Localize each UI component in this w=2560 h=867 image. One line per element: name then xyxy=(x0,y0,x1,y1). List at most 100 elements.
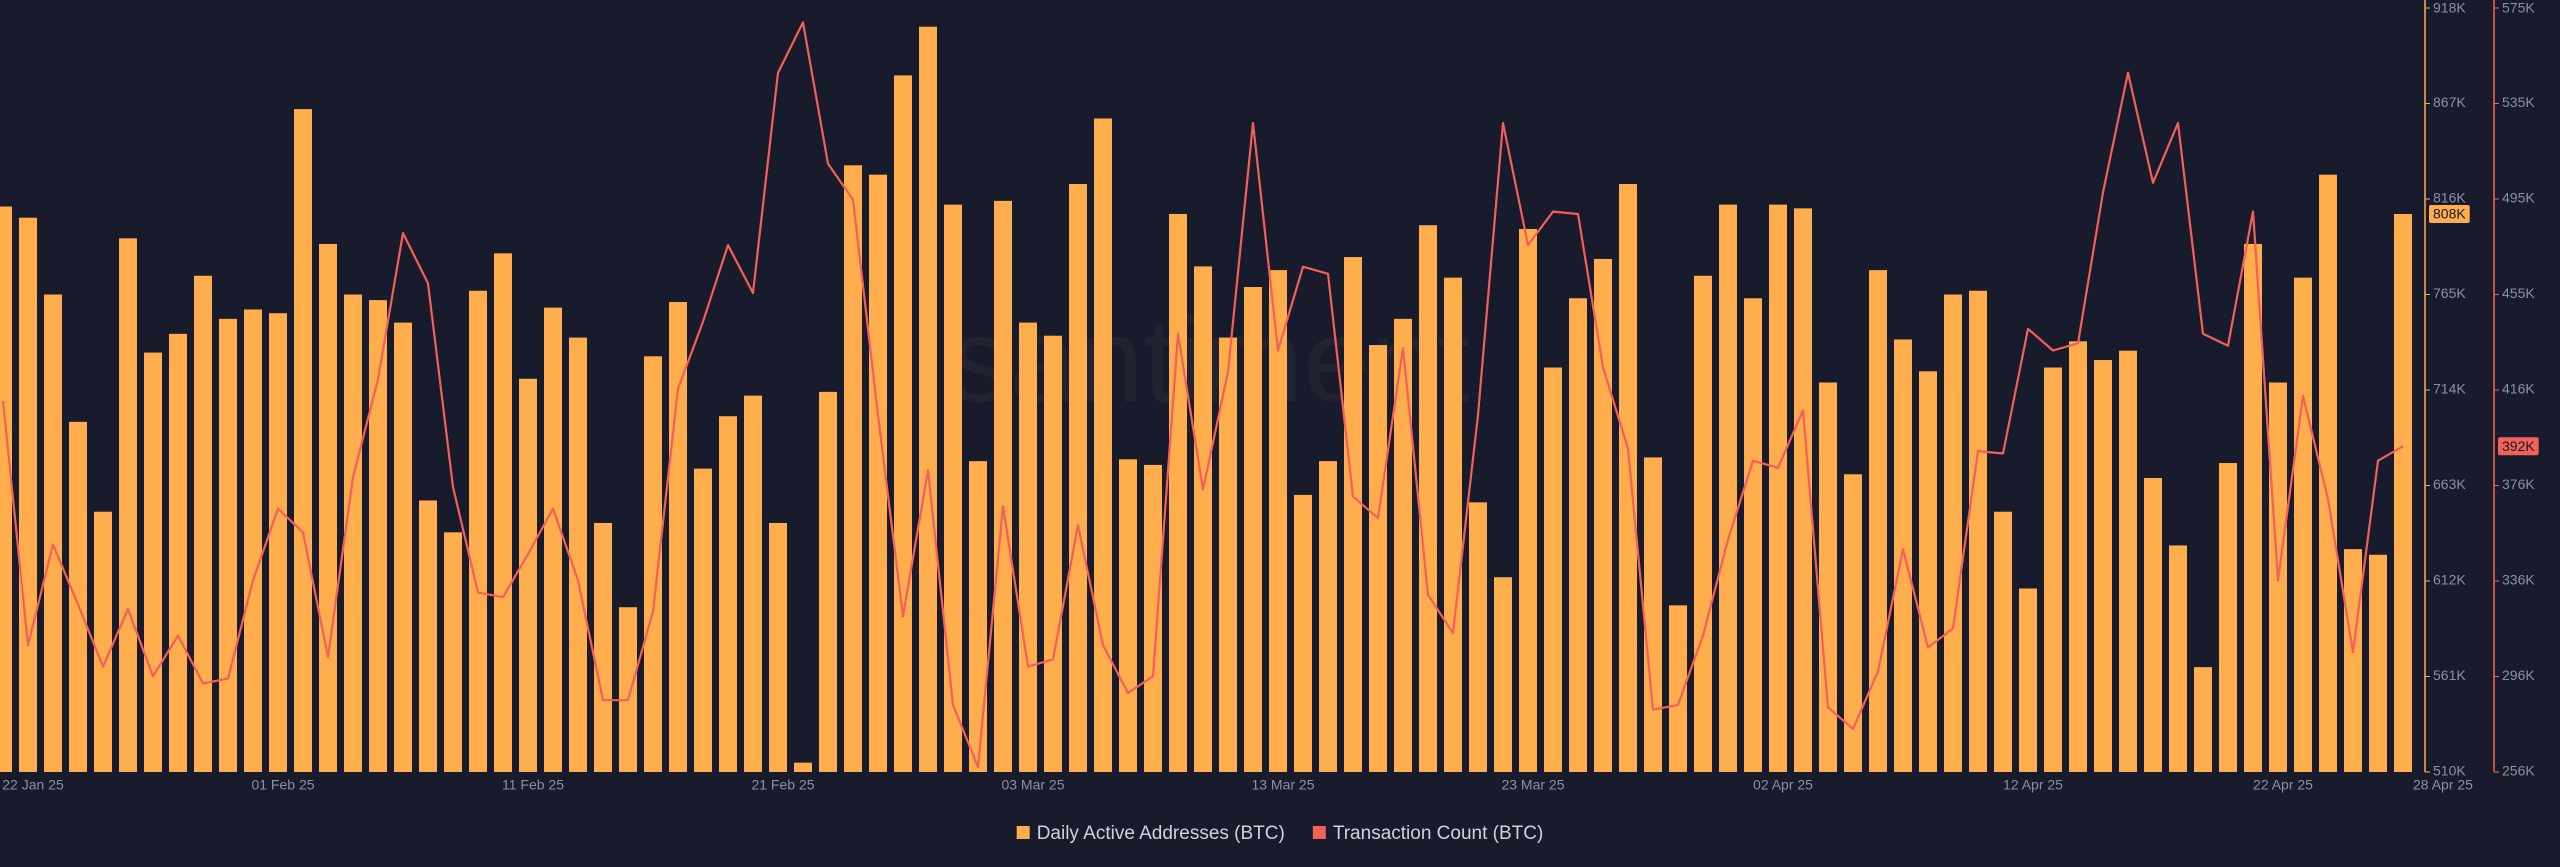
badge-box xyxy=(2429,204,2470,223)
bar xyxy=(1544,367,1562,772)
bar xyxy=(869,174,887,772)
bar xyxy=(2044,367,2062,772)
x-tick-label: 21 Feb 25 xyxy=(751,777,814,793)
current-value-badge: 808K xyxy=(2429,204,2470,223)
bar xyxy=(769,522,787,772)
bar xyxy=(1344,257,1362,772)
bar xyxy=(469,290,487,772)
bar xyxy=(2019,588,2037,772)
y-tick-label: 376K xyxy=(2502,476,2535,492)
bar xyxy=(2319,174,2337,772)
bar xyxy=(1969,290,1987,772)
y-tick-label: 663K xyxy=(2433,476,2466,492)
bar xyxy=(494,253,512,772)
x-tick-label: 28 Apr 25 xyxy=(2413,777,2473,793)
y-tick-label: 575K xyxy=(2502,0,2535,16)
bar xyxy=(1419,225,1437,772)
line xyxy=(1,21,2404,769)
bar xyxy=(1569,298,1587,772)
bar xyxy=(269,313,287,772)
bar xyxy=(1619,184,1637,772)
bar xyxy=(1644,457,1662,772)
x-tick-label: 12 Apr 25 xyxy=(2003,777,2063,793)
bar xyxy=(369,300,387,772)
x-tick-label: 02 Apr 25 xyxy=(1753,777,1813,793)
bar xyxy=(1994,511,2012,772)
bar xyxy=(1119,459,1137,772)
bar xyxy=(219,318,237,772)
bar xyxy=(1869,270,1887,772)
plot-area xyxy=(0,21,2412,772)
y-tick-label: 495K xyxy=(2502,190,2535,206)
bar xyxy=(919,26,937,772)
bar xyxy=(444,532,462,772)
y-tick-label: 510K xyxy=(2433,763,2466,779)
bar xyxy=(619,607,637,772)
y-tick-label: 416K xyxy=(2502,381,2535,397)
bar xyxy=(1094,118,1112,772)
bar xyxy=(1319,461,1337,772)
bar xyxy=(644,356,662,772)
y-tick-label: 918K xyxy=(2433,0,2466,16)
bar xyxy=(2394,213,2412,772)
y-tick-label: 455K xyxy=(2502,285,2535,301)
bar xyxy=(19,217,37,772)
bar xyxy=(1444,277,1462,772)
bar xyxy=(169,333,187,772)
legend-swatch xyxy=(1312,826,1326,839)
bar xyxy=(2294,277,2312,772)
legend-swatch xyxy=(1016,826,1030,839)
bar xyxy=(1919,371,1937,772)
bar xyxy=(244,309,262,772)
bar xyxy=(894,75,912,772)
bar xyxy=(344,294,362,772)
x-tick-label: 23 Mar 25 xyxy=(1501,777,1564,793)
bar xyxy=(694,468,712,772)
bar xyxy=(544,307,562,772)
legend-label: Transaction Count (BTC) xyxy=(1333,823,1543,844)
legend: Daily Active Addresses (BTC) Transaction … xyxy=(1016,823,1543,844)
bar xyxy=(1394,318,1412,772)
badge-box xyxy=(2498,437,2539,456)
bar xyxy=(1594,258,1612,772)
bar xyxy=(2094,360,2112,772)
bar xyxy=(569,337,587,772)
y-tick-label: 765K xyxy=(2433,285,2466,301)
badge-label: 808K xyxy=(2433,206,2466,222)
y-tick-label: 561K xyxy=(2433,667,2466,683)
badge-label: 392K xyxy=(2502,438,2535,454)
bar xyxy=(94,511,112,772)
bar xyxy=(1269,270,1287,772)
bar xyxy=(69,421,87,772)
bar xyxy=(1744,298,1762,772)
bar xyxy=(2369,554,2387,772)
bar xyxy=(1469,502,1487,772)
bar xyxy=(1944,294,1962,772)
bar xyxy=(519,378,537,772)
bar xyxy=(2169,545,2187,772)
bar xyxy=(1494,577,1512,772)
bar xyxy=(294,109,312,772)
x-tick-label: 22 Apr 25 xyxy=(2253,777,2313,793)
y-tick-label: 867K xyxy=(2433,94,2466,110)
x-tick-label: 13 Mar 25 xyxy=(1251,777,1314,793)
bar xyxy=(719,416,737,772)
bar xyxy=(419,500,437,772)
bar xyxy=(1894,339,1912,772)
bar xyxy=(1669,605,1687,772)
bar xyxy=(819,391,837,772)
bar xyxy=(1244,287,1262,772)
bar xyxy=(1694,275,1712,772)
bar xyxy=(594,522,612,772)
bar xyxy=(394,322,412,772)
bar xyxy=(2069,341,2087,772)
y-tick-label: 714K xyxy=(2433,381,2466,397)
x-tick-label: 03 Mar 25 xyxy=(1001,777,1064,793)
y-tick-label: 296K xyxy=(2502,667,2535,683)
bar xyxy=(1194,266,1212,772)
bar xyxy=(2144,478,2162,772)
bar xyxy=(794,762,812,772)
bar xyxy=(1769,204,1787,772)
